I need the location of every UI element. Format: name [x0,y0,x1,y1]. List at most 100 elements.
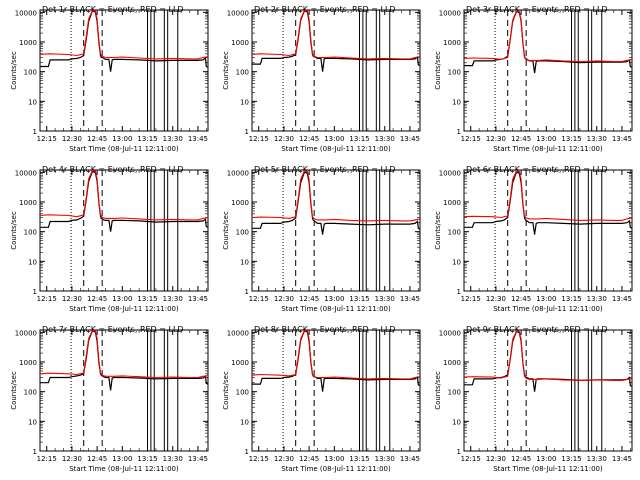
x-tick-label: 12:30 [486,455,506,463]
x-tick-label: 12:30 [274,295,294,303]
chart-panel: 1 10 100 1000 10000 12:15 12:30 12:45 13:00 13:15… [10,5,209,153]
y-tick-label: 1 [457,448,461,456]
series-line-lld [251,329,421,380]
y-tick-label: 10 [452,418,461,426]
y-tick-label: 1 [33,128,37,136]
y-axis-label: Counts/sec [222,371,230,410]
y-tick-label: 100 [448,229,461,237]
x-tick-label: 12:45 [511,135,531,143]
x-tick-label: 13:15 [561,295,581,303]
plot-frame [463,9,633,132]
x-tick-label: 13:00 [112,135,132,143]
y-tick-label: 10 [28,258,37,266]
series-line-events [40,330,209,391]
y-axis-label: Counts/sec [10,211,18,250]
y-tick-label: 100 [448,69,461,77]
y-tick-label: 10000 [439,9,461,17]
y-tick-label: 10000 [439,329,461,337]
x-tick-label: 12:45 [87,135,107,143]
y-tick-label: 1000 [19,199,37,207]
panel-title: Det 9r BLACK = Events, RED = LLD [466,325,608,334]
x-tick-label: 12:30 [486,295,506,303]
y-tick-label: 1 [457,288,461,296]
plot-frame [463,169,633,292]
y-tick-label: 1000 [443,199,461,207]
y-tick-label: 100 [236,389,249,397]
plot-frame [251,329,421,452]
x-tick-label: 12:15 [461,295,481,303]
chart-panel: 1 10 100 1000 10000 12:15 12:30 12:45 13:00 13:15… [434,165,633,313]
x-tick-label: 13:00 [112,455,132,463]
x-tick-label: 13:15 [137,295,157,303]
x-tick-label: 13:15 [349,455,369,463]
x-tick-label: 13:30 [375,455,395,463]
panel-title: Det 5r BLACK = Events, RED = LLD [254,165,396,174]
x-tick-label: 13:45 [612,135,632,143]
y-axis-label: Counts/sec [434,211,442,250]
y-tick-label: 1000 [19,39,37,47]
y-tick-label: 10 [240,418,249,426]
x-axis-label: Start Time (08-Jul-11 12:11:00) [493,145,603,153]
chart-panel: 1 10 100 1000 10000 12:15 12:30 12:45 13:00 13:15… [10,165,209,313]
x-tick-label: 13:45 [400,135,420,143]
series-line-lld [463,330,633,381]
x-tick-label: 12:15 [249,135,269,143]
y-tick-label: 100 [24,69,37,77]
x-tick-label: 13:30 [587,455,607,463]
plot-frame [39,169,209,292]
x-axis-label: Start Time (08-Jul-11 12:11:00) [69,145,179,153]
y-tick-label: 10000 [15,9,37,17]
x-tick-label: 12:15 [461,455,481,463]
series-line-events [252,10,421,72]
x-tick-label: 13:30 [163,455,183,463]
x-tick-label: 13:15 [137,135,157,143]
x-tick-label: 13:30 [163,295,183,303]
x-tick-label: 13:00 [112,295,132,303]
x-axis-label: Start Time (08-Jul-11 12:11:00) [281,305,391,313]
x-tick-label: 13:00 [536,455,556,463]
x-tick-label: 12:30 [62,135,82,143]
y-tick-label: 10 [240,258,249,266]
x-tick-label: 12:15 [249,295,269,303]
x-tick-label: 12:30 [62,295,82,303]
y-tick-label: 1000 [231,39,249,47]
chart-panel: 1 10 100 1000 10000 12:15 12:30 12:45 13:00 13:15… [434,325,633,473]
x-tick-label: 12:45 [299,455,319,463]
x-tick-label: 12:15 [461,135,481,143]
y-tick-label: 10 [452,98,461,106]
y-tick-label: 10 [28,418,37,426]
y-axis-label: Counts/sec [222,211,230,250]
series-line-events [252,171,421,235]
y-tick-label: 100 [24,229,37,237]
x-tick-label: 12:15 [249,455,269,463]
x-tick-label: 13:45 [400,455,420,463]
series-line-events [464,11,633,74]
y-tick-label: 1000 [231,359,249,367]
panel-title: Det 2r BLACK = Events, RED = LLD [254,5,396,14]
x-tick-label: 13:45 [188,455,208,463]
y-tick-label: 1 [33,288,37,296]
series-line-lld [251,170,421,222]
x-tick-label: 12:15 [37,455,57,463]
x-tick-label: 13:15 [349,295,369,303]
series-line-lld [463,170,633,221]
x-tick-label: 13:45 [188,135,208,143]
x-axis-label: Start Time (08-Jul-11 12:11:00) [493,465,603,473]
series-line-lld [39,9,209,60]
panel-title: Det 6r BLACK = Events, RED = LLD [466,165,608,174]
series-line-events [464,331,633,392]
y-axis-label: Counts/sec [222,51,230,90]
x-tick-label: 13:00 [536,295,556,303]
y-tick-label: 1 [245,448,249,456]
x-tick-label: 12:30 [274,455,294,463]
x-tick-label: 13:30 [163,135,183,143]
series-line-lld [463,10,633,63]
chart-panel: 1 10 100 1000 10000 12:15 12:30 12:45 13:00 13:15… [222,325,421,473]
y-tick-label: 10000 [227,9,249,17]
series-line-events [40,10,209,72]
y-tick-label: 10000 [15,329,37,337]
y-tick-label: 100 [24,389,37,397]
panel-title: Det 3r BLACK = Events, RED = LLD [466,5,608,14]
y-tick-label: 1000 [231,199,249,207]
